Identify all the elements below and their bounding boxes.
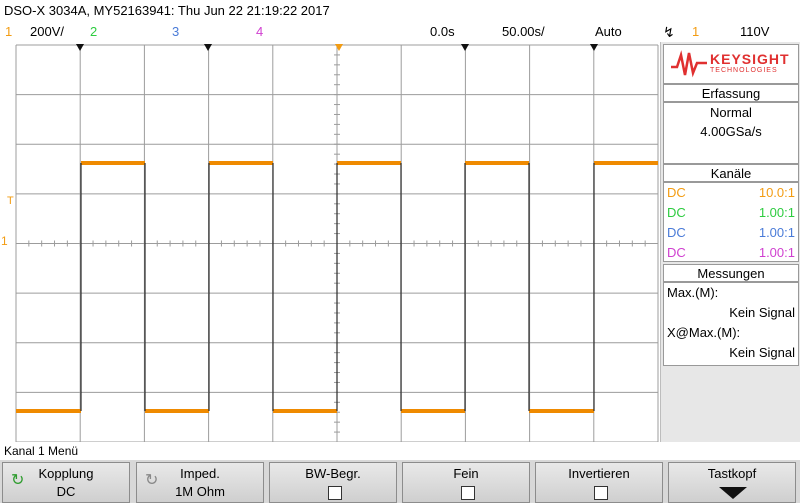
status-bar: 1 200V/ 2 3 4 0.0s 50.00s/ Auto ↯ 1 110V bbox=[0, 22, 800, 42]
time-position[interactable]: 0.0s bbox=[430, 24, 455, 39]
trigger-position-marker-3 bbox=[461, 44, 469, 51]
trigger-source[interactable]: 1 bbox=[692, 24, 700, 39]
rotate-knob-icon: ↻ bbox=[11, 472, 25, 489]
time-reference-marker bbox=[335, 44, 343, 51]
side-panel: KEYSIGHT TECHNOLOGIES Erfassung Normal 4… bbox=[660, 42, 800, 442]
menu-title: Kanal 1 Menü bbox=[4, 444, 79, 458]
channels-panel[interactable]: DC 10.0:1 DC 1.00:1 DC 1.00:1 DC 1.00:1 bbox=[663, 182, 799, 262]
trigger-position-marker-2 bbox=[204, 44, 212, 51]
fine-softkey[interactable]: Fein bbox=[402, 462, 530, 503]
rising-edge-icon: ↯ bbox=[663, 24, 675, 40]
trigger-position-marker-4 bbox=[590, 44, 598, 51]
meas1-label: Max.(M): bbox=[667, 285, 719, 300]
acq-rate: 4.00GSa/s bbox=[700, 124, 762, 139]
coupling-softkey[interactable]: ↻ Kopplung DC bbox=[2, 462, 130, 503]
invert-softkey[interactable]: Invertieren bbox=[535, 462, 663, 503]
channel-row-1[interactable]: DC 10.0:1 bbox=[667, 185, 795, 200]
channels-header: Kanäle bbox=[663, 164, 799, 182]
channel-row-2[interactable]: DC 1.00:1 bbox=[667, 205, 795, 220]
ch3-number[interactable]: 3 bbox=[172, 24, 180, 39]
meas2-value: Kein Signal bbox=[729, 345, 795, 360]
channel-row-3[interactable]: DC 1.00:1 bbox=[667, 225, 795, 240]
ch1-scale[interactable]: 200V/ bbox=[30, 24, 64, 39]
channel-row-4[interactable]: DC 1.00:1 bbox=[667, 245, 795, 260]
bw-limit-checkbox[interactable] bbox=[328, 486, 342, 500]
ch1-trace bbox=[16, 161, 658, 413]
trigger-level-marker[interactable]: T bbox=[7, 195, 14, 207]
meas2-label: X@Max.(M): bbox=[667, 325, 741, 340]
meas1-value: Kein Signal bbox=[729, 305, 795, 320]
acq-mode: Normal bbox=[710, 105, 752, 120]
fine-checkbox[interactable] bbox=[461, 486, 475, 500]
trigger-mode[interactable]: Auto bbox=[595, 24, 622, 39]
ch1-number[interactable]: 1 bbox=[5, 24, 13, 39]
waveform-display[interactable]: T 1 bbox=[0, 42, 660, 442]
measurements-header: Messungen bbox=[663, 264, 799, 282]
trigger-level[interactable]: 110V bbox=[740, 24, 770, 39]
logo-sub: TECHNOLOGIES bbox=[710, 67, 778, 74]
ch1-ground-marker[interactable]: 1 bbox=[1, 234, 8, 248]
acquisition-header: Erfassung bbox=[663, 84, 799, 102]
window-title: DSO-X 3034A, MY52163941: Thu Jun 22 21:1… bbox=[0, 0, 800, 22]
trigger-position-marker bbox=[76, 44, 84, 51]
ch2-number[interactable]: 2 bbox=[90, 24, 98, 39]
ch4-number[interactable]: 4 bbox=[256, 24, 264, 39]
time-scale[interactable]: 50.00s/ bbox=[502, 24, 545, 39]
submenu-arrow-icon bbox=[719, 487, 747, 499]
keysight-wave-icon bbox=[671, 50, 707, 78]
acquisition-panel[interactable]: Normal 4.00GSa/s bbox=[663, 102, 799, 164]
keysight-logo: KEYSIGHT TECHNOLOGIES bbox=[663, 44, 799, 84]
probe-softkey[interactable]: Tastkopf bbox=[668, 462, 796, 503]
logo-brand: KEYSIGHT bbox=[710, 51, 790, 67]
rotate-knob-icon-disabled: ↻ bbox=[145, 472, 159, 489]
impedance-softkey[interactable]: ↻ Imped. 1M Ohm bbox=[136, 462, 264, 503]
measurements-panel[interactable]: Max.(M): Kein Signal X@Max.(M): Kein Sig… bbox=[663, 282, 799, 366]
softkey-bar: ↻ Kopplung DC ↻ Imped. 1M Ohm BW-Begr. Fei… bbox=[0, 460, 800, 503]
invert-checkbox[interactable] bbox=[594, 486, 608, 500]
ch1-trace-edges bbox=[80, 163, 595, 411]
bw-limit-softkey[interactable]: BW-Begr. bbox=[269, 462, 397, 503]
